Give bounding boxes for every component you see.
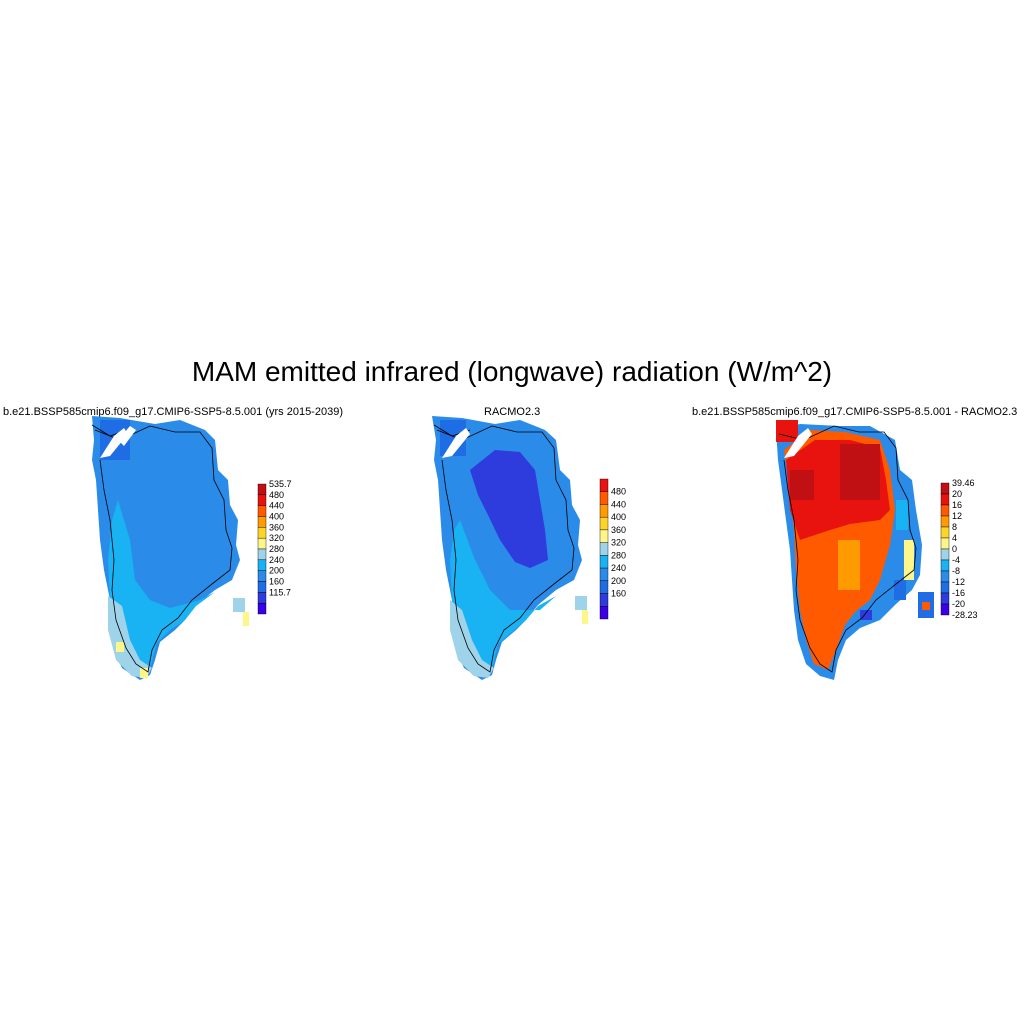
colorbar-swatch [940,515,950,528]
colorbar-swatch [257,559,267,571]
colorbar-swatch [940,559,950,572]
colorbar-swatch [599,593,609,607]
colorbar-swatch [940,592,950,605]
colorbar-label: 160 [611,589,626,599]
colorbar-swatch [940,504,950,517]
panel-title-difference: b.e21.BSSP585cmip6.f09_g17.CMIP6-SSP5-8.… [692,406,1018,418]
colorbar-swatch [257,570,267,582]
colorbar-racmo: 480 440 400 360 320 280 240 200 160 [599,478,626,620]
colorbar-swatch [599,504,609,518]
colorbar-swatch [599,555,609,569]
colorbar-swatch [940,537,950,550]
colorbar-label: 39.46 [952,478,975,488]
colorbar-swatch [257,581,267,593]
colorbar-label: 16 [952,500,962,510]
colorbar-label: 400 [269,512,284,522]
colorbar-label: 320 [611,538,626,548]
colorbar-swatch [599,529,609,543]
colorbar-label: 200 [269,566,284,576]
colorbar-label: 240 [269,555,284,565]
map-model-shading [92,416,249,680]
colorbar-label: 480 [611,487,626,497]
colorbar-label: 440 [611,499,626,509]
panel-title-model: b.e21.BSSP585cmip6.f09_g17.CMIP6-SSP5-8.… [3,406,343,418]
colorbar-swatch [940,493,950,506]
panel-title-racmo: RACMO2.3 [484,406,541,418]
colorbar-label: 360 [269,522,284,532]
colorbar-label: 0 [952,544,957,554]
map-difference-shading [776,420,934,680]
colorbar-swatch [599,491,609,505]
colorbar-swatch [940,581,950,594]
colorbar-swatch [599,516,609,531]
colorbar-label: 200 [611,576,626,586]
colorbar-swatch [599,478,609,492]
colorbar-swatch [940,570,950,583]
colorbar-swatch [940,482,950,495]
colorbar-swatch [940,548,950,561]
colorbar-swatch [257,483,267,496]
map-model-coastline [94,425,233,673]
colorbar-label: 160 [269,577,284,587]
colorbar-label: 320 [269,533,284,543]
colorbar-swatch [599,542,609,556]
colorbar-label: 280 [269,544,284,554]
colorbar-swatch [257,602,267,615]
colorbar-swatch [257,505,267,517]
colorbar-label: -20 [952,599,965,609]
colorbar-swatch [257,548,267,561]
colorbar-label: 280 [611,550,626,560]
map-racmo-shading [432,416,588,680]
colorbar-label: -12 [952,577,965,587]
colorbar-swatch [257,527,267,539]
colorbar-label: 4 [952,533,957,543]
colorbar-swatch [257,592,267,604]
colorbar-label: 12 [952,511,962,521]
colorbar-swatch [940,526,950,539]
colorbar-label: 240 [611,563,626,573]
colorbar-swatch [599,606,609,620]
colorbar-label: -8 [952,566,960,576]
colorbar-swatch [257,494,267,506]
colorbar-swatch [257,516,267,528]
colorbar-swatch [599,580,609,594]
colorbar-swatch [257,537,267,550]
colorbar-label: 400 [611,512,626,522]
colorbar-swatch [940,603,950,616]
colorbar-label: 115.7 [269,587,291,597]
colorbar-label: 360 [611,525,626,535]
colorbar-label: 535.7 [269,479,292,489]
colorbar-label: 440 [269,501,284,511]
colorbar-label: -16 [952,588,965,598]
colorbar-label: 480 [269,490,284,500]
colorbar-label: 20 [952,489,962,499]
colorbar-label: 8 [952,522,957,532]
colorbar-label: -4 [952,555,960,565]
figure-title: MAM emitted infrared (longwave) radiatio… [191,356,833,387]
colorbar-label: -28.23 [952,610,978,620]
colorbar-swatch [599,567,609,582]
